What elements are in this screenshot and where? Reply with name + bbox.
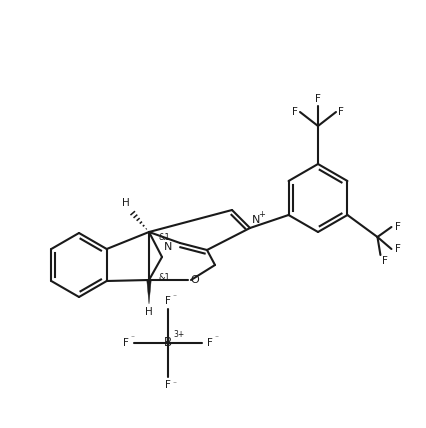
Text: F: F <box>314 94 320 104</box>
Text: O: O <box>190 275 199 285</box>
Text: ⁻: ⁻ <box>172 380 176 389</box>
Text: B: B <box>164 336 172 350</box>
Text: F: F <box>165 296 170 306</box>
Text: F: F <box>291 107 297 117</box>
Text: F: F <box>394 244 400 254</box>
Text: F: F <box>394 222 400 232</box>
Polygon shape <box>147 280 151 304</box>
Text: N: N <box>163 242 172 252</box>
Text: F: F <box>337 107 343 117</box>
Text: F: F <box>165 380 170 390</box>
Text: +: + <box>258 209 265 219</box>
Text: &1: &1 <box>158 232 170 241</box>
Text: 3+: 3+ <box>173 330 184 339</box>
Text: F: F <box>380 256 386 266</box>
Text: ⁻: ⁻ <box>213 333 218 342</box>
Text: N: N <box>251 215 259 225</box>
Text: F: F <box>207 338 213 348</box>
Text: F: F <box>123 338 129 348</box>
Text: H: H <box>145 307 153 317</box>
Text: ⁻: ⁻ <box>172 292 176 301</box>
Text: H: H <box>122 198 130 208</box>
Text: ⁻: ⁻ <box>130 333 134 342</box>
Text: &1: &1 <box>158 273 170 282</box>
